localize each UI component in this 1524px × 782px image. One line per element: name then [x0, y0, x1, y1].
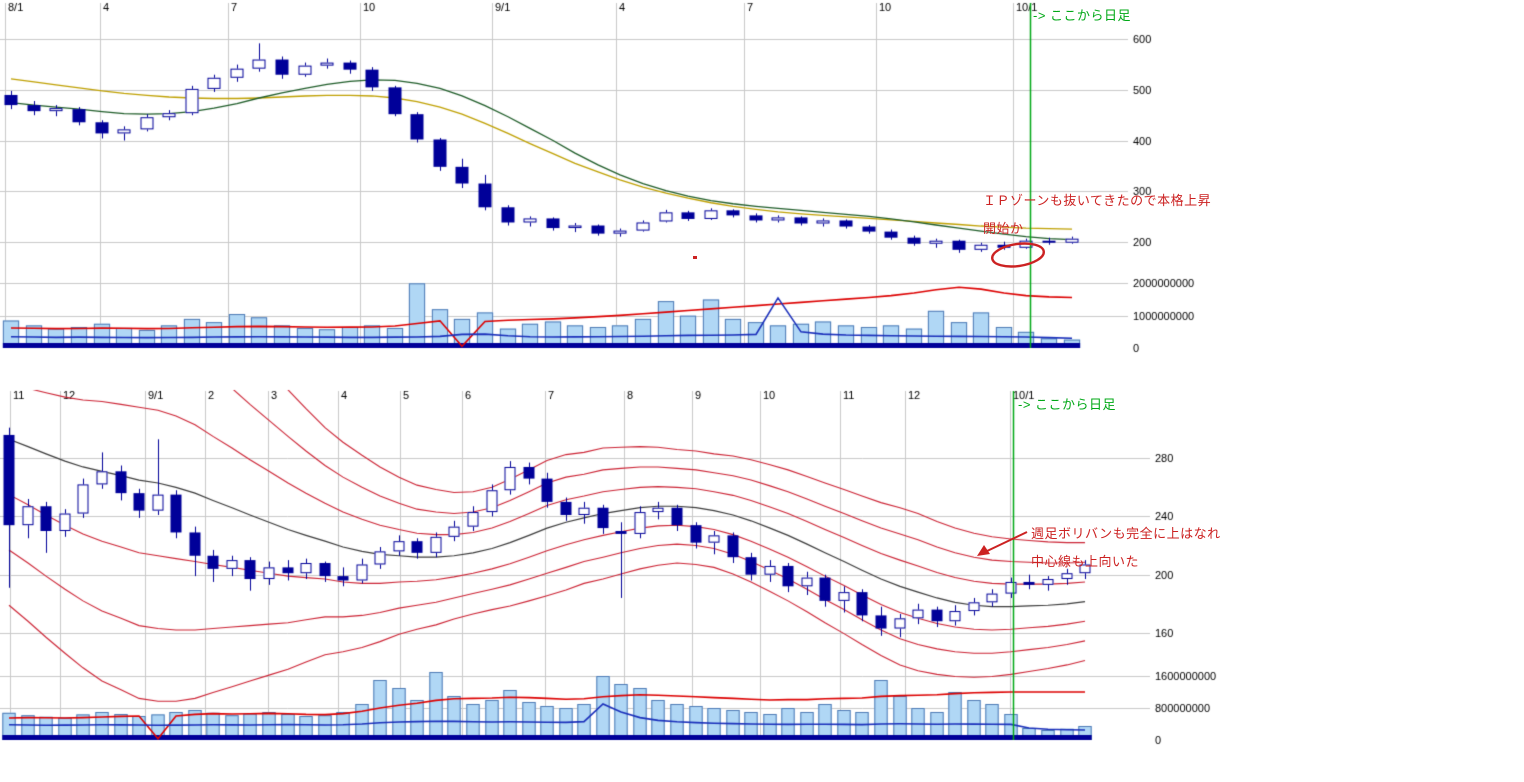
daily-red-note-line1: ＩＰゾーンも抜いてきたので本格上昇 [983, 193, 1212, 208]
stray-red-mark [693, 256, 697, 259]
daily-chart-canvas[interactable] [0, 0, 1250, 360]
daily-chart-panel [0, 0, 1250, 360]
weekly-red-note-line2: 中心線も上向いた [1031, 554, 1140, 569]
weekly-green-note: -> ここから日足 [1018, 397, 1117, 412]
arrow-line-icon [984, 531, 1028, 553]
arrow-head-icon [977, 545, 990, 556]
breakout-circle-annotation [991, 242, 1045, 268]
weekly-chart-panel [0, 388, 1250, 782]
daily-red-note-line2: 開始か [983, 221, 1024, 236]
weekly-red-note-line1: 週足ボリバンも完全に上はなれ [1031, 526, 1221, 541]
ellipse-icon [991, 242, 1045, 268]
weekly-chart-canvas[interactable] [0, 388, 1250, 782]
daily-green-note: -> ここから日足 [1033, 8, 1132, 23]
arrow-annotation [977, 531, 1028, 556]
